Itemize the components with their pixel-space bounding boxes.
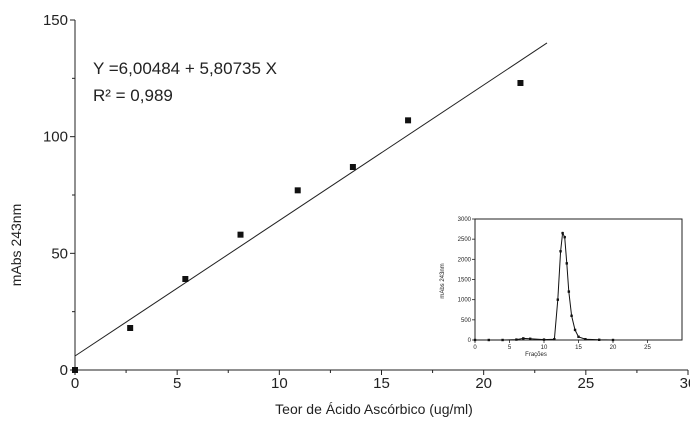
main-chart: 051015202530050100150 bbox=[43, 12, 690, 392]
data-point bbox=[237, 231, 244, 238]
inset-x-tick-label: 5 bbox=[508, 345, 512, 351]
inset-y-tick-label: 0 bbox=[468, 338, 472, 344]
y-tick-label: 50 bbox=[51, 245, 68, 262]
data-point bbox=[349, 164, 356, 170]
inset-series-line bbox=[475, 231, 614, 341]
x-tick-label: 15 bbox=[373, 375, 390, 392]
inset-data-point bbox=[529, 337, 532, 340]
x-tick-label: 0 bbox=[71, 375, 79, 392]
inset-x-axis-title: Frações bbox=[525, 352, 547, 358]
inset-data-point bbox=[611, 338, 615, 342]
inset-x-tick-label: 15 bbox=[575, 345, 582, 351]
inset-y-tick-label: 500 bbox=[461, 318, 472, 324]
inset-data-point bbox=[565, 262, 568, 265]
data-point bbox=[127, 325, 134, 331]
inset-data-point bbox=[487, 338, 490, 342]
regression-line bbox=[74, 42, 548, 357]
y-axis-title: mAbs 243nm bbox=[8, 204, 24, 286]
inset-data-point bbox=[561, 231, 564, 235]
x-tick-label: 10 bbox=[271, 375, 288, 392]
inset-y-tick-label: 2000 bbox=[458, 257, 472, 263]
y-tick-label: 150 bbox=[43, 12, 68, 29]
regression-equation: Y =6,00484 + 5,80735 X bbox=[93, 59, 277, 78]
inset-y-axis-title: mAbs 243nm bbox=[440, 263, 446, 298]
inset-y-tick-label: 3000 bbox=[458, 217, 472, 223]
inset-y-tick-label: 2500 bbox=[458, 237, 472, 243]
inset-data-point bbox=[598, 338, 601, 341]
inset-data-point bbox=[501, 338, 504, 342]
inset-x-tick-label: 0 bbox=[473, 345, 477, 351]
data-point bbox=[405, 117, 412, 124]
data-point bbox=[294, 187, 301, 194]
inset-data-point bbox=[584, 337, 587, 341]
inset-y-tick-label: 1500 bbox=[458, 278, 472, 284]
inset-frame bbox=[474, 218, 683, 341]
data-point bbox=[72, 367, 78, 373]
inset-data-point bbox=[553, 337, 556, 341]
y-tick-label: 0 bbox=[60, 362, 68, 379]
inset-y-tick-label: 1000 bbox=[458, 298, 472, 304]
inset-data-point bbox=[473, 338, 477, 342]
inset-data-point bbox=[542, 338, 546, 341]
inset-chart: Frações mAbs 243nm 0 5 10 15 20 25 0 500 1000 150… bbox=[440, 217, 683, 358]
x-tick-label: 30 bbox=[680, 375, 690, 392]
inset-data-point bbox=[573, 328, 577, 332]
inset-x-tick-label: 25 bbox=[644, 345, 651, 351]
inset-data-point bbox=[556, 298, 559, 301]
x-tick-label: 5 bbox=[173, 375, 181, 392]
inset-data-point bbox=[563, 235, 566, 239]
inset-x-tick-label: 20 bbox=[610, 345, 617, 351]
x-tick-label: 20 bbox=[475, 375, 492, 392]
x-tick-label: 25 bbox=[577, 375, 594, 392]
inset-data-point bbox=[515, 338, 518, 341]
inset-data-point bbox=[577, 335, 580, 338]
data-point bbox=[517, 80, 524, 86]
inset-data-point bbox=[570, 314, 573, 317]
y-tick-label: 100 bbox=[43, 129, 68, 146]
inset-data-point bbox=[559, 250, 562, 253]
x-axis-title: Teor de Ácido Ascórbico (ug/ml) bbox=[275, 401, 473, 417]
inset-data-point bbox=[522, 337, 525, 340]
inset-data-point bbox=[567, 290, 571, 293]
r-squared-label: R² = 0,989 bbox=[93, 86, 173, 105]
data-point bbox=[182, 276, 189, 282]
inset-x-tick-label: 10 bbox=[541, 345, 548, 351]
